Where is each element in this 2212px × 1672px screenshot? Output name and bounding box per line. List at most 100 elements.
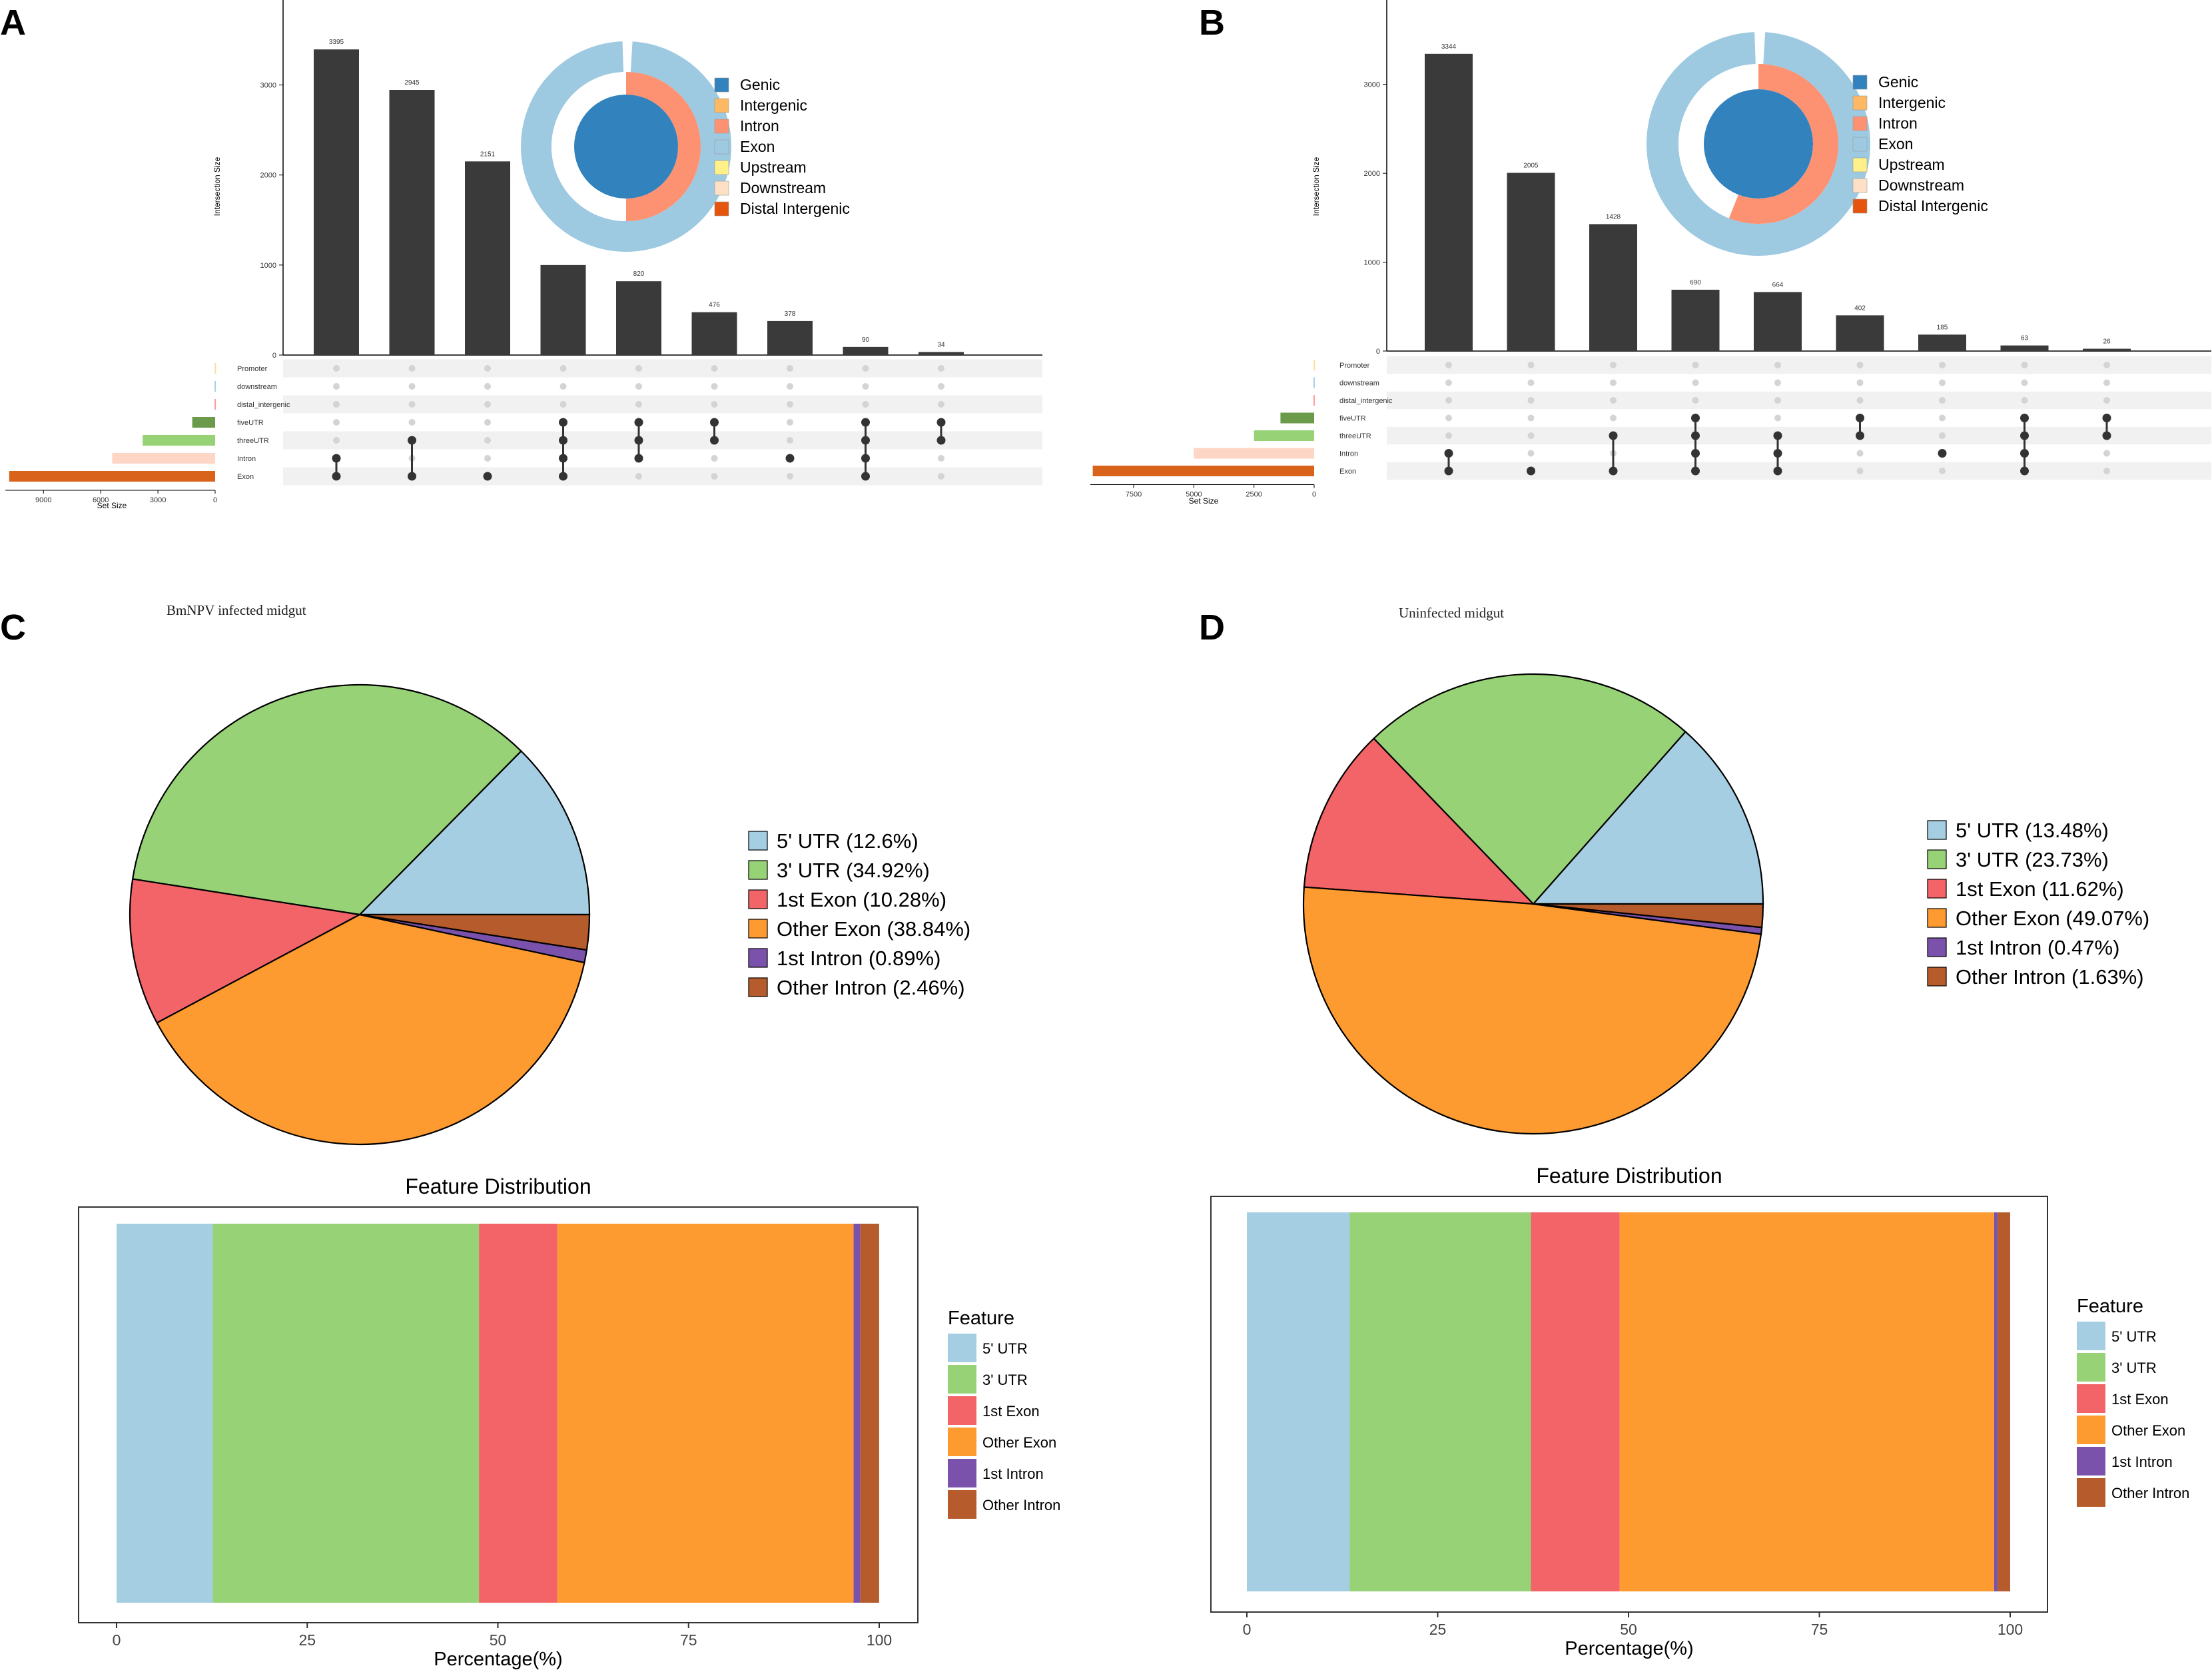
upset-set-name: Exon [237, 473, 254, 481]
stacked-legend-swatch [948, 1490, 976, 1519]
upset-matrix-dot [1939, 379, 1946, 386]
pie-slice [358, 749, 591, 916]
pie-slice [129, 878, 362, 1024]
stacked-segment [853, 1224, 861, 1603]
upset-matrix-dot [559, 383, 567, 390]
donut-legend-label: Intergenic [1878, 94, 1946, 111]
upset-matrix-dot [333, 365, 340, 372]
upset-set-size-bar [192, 417, 215, 428]
upset-a-set-xlabel: Set Size [97, 501, 127, 510]
panel-label-a: A [0, 3, 26, 43]
stacked-legend-swatch [2077, 1384, 2105, 1413]
upset-matrix-dot [1692, 397, 1699, 404]
upset-matrix-dot [938, 365, 944, 372]
upset-matrix-dot [408, 419, 416, 426]
upset-bar [1918, 334, 1966, 351]
stacked-segment [1998, 1212, 2010, 1591]
donut-chart-a [521, 41, 732, 252]
upset-bar-label: 3395 [329, 39, 344, 46]
upset-matrix-dot [635, 365, 642, 372]
upset-bar-label: 1428 [1606, 213, 1621, 220]
donut-legend-label: Downstream [1878, 177, 1964, 194]
upset-set-size-bar [214, 399, 216, 410]
upset-set-name: fiveUTR [1339, 415, 1366, 423]
stacked-x-tick-label: 50 [490, 1631, 507, 1649]
donut-mid-segment [1678, 64, 1758, 218]
upset-matrix-dot [333, 401, 340, 408]
upset-bar [1836, 315, 1884, 351]
upset-bar [465, 161, 510, 355]
upset-matrix-dot [862, 365, 869, 372]
upset-matrix-dot [2103, 450, 2110, 457]
pie-slice [131, 683, 522, 916]
upset-matrix-dot [484, 419, 491, 426]
upset-set-tick-label: 6000 [93, 496, 109, 504]
upset-matrix-dot [711, 401, 718, 408]
upset-matrix-dot [408, 383, 416, 390]
upset-matrix-dot [559, 401, 567, 408]
donut-legend-swatch [714, 98, 729, 113]
upset-matrix-dot-active [1527, 466, 1535, 476]
upset-matrix-dot [1527, 397, 1535, 404]
stacked-d-xlabel: Percentage(%) [1565, 1638, 1693, 1659]
upset-matrix-dot [1527, 379, 1535, 386]
upset-y-tick-label: 0 [1376, 348, 1380, 356]
pie-d-title: Uninfected midgut [1399, 605, 1504, 621]
upset-matrix-dot [938, 383, 944, 390]
pie-legend-swatch [1927, 908, 1947, 928]
upset-matrix-dot [408, 365, 416, 372]
pie-chart-c [129, 683, 591, 1146]
upset-bar [389, 90, 435, 356]
stacked-legend-d: Feature 5' UTR 3' UTR 1st Exon Other Exon 1s… [2077, 1296, 2189, 1507]
upset-set-size-bar [1092, 466, 1314, 476]
upset-bar-label: 2005 [1523, 162, 1539, 169]
upset-bar-label: 476 [709, 302, 720, 309]
stacked-legend-label: 3' UTR [2111, 1360, 2157, 1376]
stacked-x-tick-label: 25 [298, 1631, 316, 1649]
upset-matrix-dot [938, 401, 944, 408]
upset-bar [314, 49, 359, 355]
upset-set-size-bar [143, 435, 215, 446]
upset-matrix-dot [1856, 362, 1864, 368]
stacked-legend-label: Other Intron [2111, 1485, 2189, 1501]
upset-matrix-dot [711, 365, 718, 372]
upset-bar-label: 185 [1937, 324, 1948, 331]
upset-set-name: threeUTR [1339, 432, 1371, 440]
upset-set-size-bar [1313, 360, 1315, 370]
upset-set-size-bar [9, 471, 216, 482]
pie-legend-d: 5' UTR (13.48%) 3' UTR (23.73%) 1st Exon (… [1927, 819, 2149, 989]
upset-set-size-bar [214, 381, 216, 392]
upset-bar-label: 2945 [404, 79, 420, 87]
upset-set-name: Intron [1339, 450, 1358, 458]
upset-set-size-bar [214, 363, 216, 374]
stacked-d-legend-title: Feature [2077, 1296, 2143, 1317]
stacked-legend-swatch [948, 1396, 976, 1425]
pie-legend-label: 3' UTR (23.73%) [1956, 848, 2109, 871]
pie-legend-swatch [748, 860, 768, 880]
upset-matrix-dot [1527, 450, 1535, 457]
upset-matrix-dot [1610, 379, 1617, 386]
upset-matrix-row-band [283, 359, 1042, 378]
upset-matrix-dot [1527, 432, 1535, 439]
upset-bar [1507, 173, 1555, 351]
stacked-c-xlabel: Percentage(%) [434, 1649, 562, 1670]
upset-bar [1589, 224, 1637, 351]
upset-b-set-xlabel: Set Size [1189, 496, 1219, 506]
donut-legend-label: Genic [740, 76, 780, 93]
pie-legend-swatch [1927, 967, 1947, 987]
upset-set-tick-label: 2500 [1246, 491, 1262, 499]
pie-legend-swatch [1927, 849, 1947, 869]
upset-matrix-dot [938, 473, 944, 480]
stacked-legend-label: 5' UTR [982, 1340, 1028, 1357]
stacked-c-title: Feature Distribution [405, 1174, 591, 1198]
upset-matrix-dot [711, 473, 718, 480]
donut-legend-swatch [714, 77, 729, 93]
stacked-legend-label: Other Intron [982, 1497, 1060, 1513]
upset-matrix-dot [1445, 432, 1452, 439]
upset-matrix-dot [711, 383, 718, 390]
upset-set-tick-label: 0 [1312, 491, 1316, 499]
pie-slice [1531, 730, 1764, 905]
upset-matrix-row-band [1387, 391, 2211, 410]
upset-bar-label: 402 [1854, 304, 1866, 312]
pie-legend-swatch [1927, 879, 1947, 899]
